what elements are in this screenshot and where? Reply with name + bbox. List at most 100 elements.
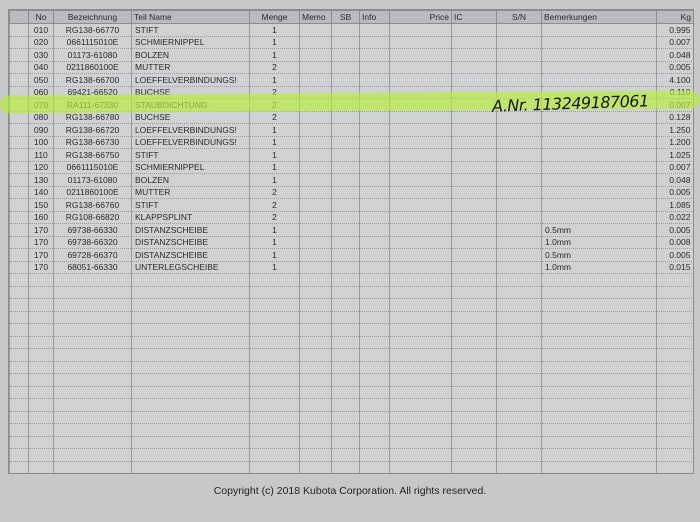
cell-empty xyxy=(359,411,390,424)
cell-empty xyxy=(451,448,497,462)
cell-empty xyxy=(299,436,332,449)
cell-empty xyxy=(299,411,332,424)
cell-no xyxy=(28,298,54,312)
cell-empty xyxy=(359,386,390,399)
cell-kg: 0.005 xyxy=(656,248,693,262)
cell-menge: 1 xyxy=(249,161,300,174)
cell-empty xyxy=(451,223,497,237)
cell-bem xyxy=(541,123,657,137)
cell-bem xyxy=(541,461,657,473)
cell-kg: 0.048 xyxy=(656,48,693,62)
empty-row xyxy=(9,273,693,287)
cell-bem: 1.0mm xyxy=(541,261,657,274)
cell-empty xyxy=(496,23,542,37)
cell-menge xyxy=(249,298,300,312)
cell-empty xyxy=(359,123,390,137)
cell-bem xyxy=(541,111,657,124)
cell-no: 110 xyxy=(28,148,54,162)
empty-row xyxy=(9,448,693,462)
cell-bem xyxy=(541,36,657,49)
cell-empty xyxy=(299,123,332,137)
cell-empty xyxy=(389,386,452,399)
cell-menge: 1 xyxy=(249,261,300,274)
cell-bem xyxy=(541,161,657,174)
cell-menge: 1 xyxy=(249,223,300,237)
cell-name: DISTANZSCHEIBE xyxy=(131,248,250,262)
cell-empty xyxy=(389,148,452,162)
cell-empty xyxy=(299,136,332,149)
cell-empty xyxy=(359,223,390,237)
cell-empty xyxy=(389,436,452,449)
cell-empty xyxy=(359,236,390,249)
table-row: 160 RG108-66820 KLAPPSPLINT 2 0.022 xyxy=(9,211,693,224)
cell-empty xyxy=(451,136,497,149)
cell-empty xyxy=(496,223,542,237)
row-header xyxy=(9,236,29,249)
row-header xyxy=(9,411,29,424)
cell-empty xyxy=(331,373,360,387)
table-row: 100 RG138-66730 LOEFFELVERBINDUNGS! 1 1.200 xyxy=(9,136,693,149)
row-header-corner xyxy=(9,10,29,24)
column-header-sn: S/N xyxy=(496,10,542,24)
cell-empty xyxy=(496,186,542,199)
cell-empty xyxy=(359,273,390,287)
cell-empty xyxy=(451,23,497,37)
cell-no xyxy=(28,398,54,412)
cell-empty xyxy=(331,348,360,362)
row-header xyxy=(9,386,29,399)
cell-empty xyxy=(299,423,332,437)
cell-bem xyxy=(541,136,657,149)
cell-empty xyxy=(389,223,452,237)
cell-empty xyxy=(299,73,332,87)
cell-menge: 2 xyxy=(249,186,300,199)
row-header xyxy=(9,136,29,149)
cell-empty xyxy=(359,261,390,274)
cell-no: 050 xyxy=(28,73,54,87)
column-header-sb: SB xyxy=(331,10,360,24)
cell-empty xyxy=(299,386,332,399)
cell-no: 120 xyxy=(28,161,54,174)
row-header xyxy=(9,111,29,124)
cell-empty xyxy=(496,411,542,424)
cell-empty xyxy=(331,386,360,399)
cell-no: 090 xyxy=(28,123,54,137)
cell-empty xyxy=(359,61,390,74)
cell-name xyxy=(131,411,250,424)
table-row: 040 0211860100E MUTTER 2 0.005 xyxy=(9,61,693,74)
cell-bez: RG138-66770 xyxy=(53,23,132,37)
cell-kg: 0.022 xyxy=(656,211,693,224)
cell-name: DISTANZSCHEIBE xyxy=(131,223,250,237)
cell-empty xyxy=(359,161,390,174)
cell-empty xyxy=(496,261,542,274)
cell-empty xyxy=(496,348,542,362)
cell-no: 150 xyxy=(28,198,54,212)
cell-kg: 0.048 xyxy=(656,173,693,187)
cell-no xyxy=(28,286,54,299)
cell-empty xyxy=(359,361,390,374)
cell-empty xyxy=(331,423,360,437)
column-header-menge: Menge xyxy=(249,10,300,24)
empty-row xyxy=(9,436,693,449)
row-header xyxy=(9,186,29,199)
cell-empty xyxy=(359,398,390,412)
cell-bem xyxy=(541,373,657,387)
cell-empty xyxy=(451,111,497,124)
cell-empty xyxy=(496,36,542,49)
cell-kg xyxy=(656,298,693,312)
cell-menge xyxy=(249,448,300,462)
cell-empty xyxy=(451,361,497,374)
cell-empty xyxy=(451,461,497,473)
cell-bez: 0211860100E xyxy=(53,61,132,74)
empty-row xyxy=(9,398,693,412)
cell-bem: 0.5mm xyxy=(541,248,657,262)
cell-bem xyxy=(541,423,657,437)
cell-no xyxy=(28,461,54,473)
cell-empty xyxy=(299,361,332,374)
cell-empty xyxy=(299,173,332,187)
cell-empty xyxy=(451,248,497,262)
cell-empty xyxy=(359,111,390,124)
cell-bez: 69738-66330 xyxy=(53,223,132,237)
cell-empty xyxy=(331,61,360,74)
cell-bem xyxy=(541,73,657,87)
cell-empty xyxy=(451,236,497,249)
